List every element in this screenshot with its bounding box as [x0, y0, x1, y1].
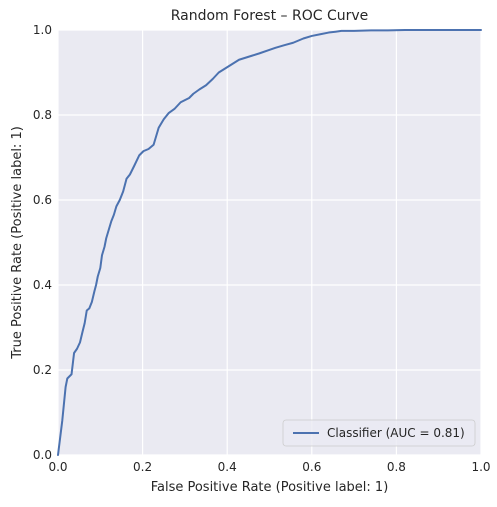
x-tick-label: 0.8 [387, 460, 406, 474]
y-tick-label: 0.0 [33, 448, 52, 462]
y-tick-label: 0.6 [33, 193, 52, 207]
x-tick-label: 0.2 [133, 460, 152, 474]
y-tick-label: 0.8 [33, 108, 52, 122]
x-tick-label: 0.6 [302, 460, 321, 474]
tick-labels: 0.0 0.2 0.4 0.6 0.8 1.0 0.0 0.2 0.4 0.6 0.8 1.0 [33, 23, 491, 474]
series-layer [57, 29, 482, 456]
legend-box [282, 419, 476, 447]
y-tick-label: 0.2 [33, 363, 52, 377]
roc-curve-line [57, 29, 482, 456]
legend: Classifier (AUC = 0.81) [282, 419, 476, 447]
y-tick-label: 1.0 [33, 23, 52, 37]
x-tick-label: 0.4 [218, 460, 237, 474]
x-tick-label: 0.0 [48, 460, 67, 474]
grid-lines [57, 29, 482, 456]
plot-area [58, 30, 481, 455]
y-axis-title: True Positive Rate (Positive label: 1) [10, 126, 25, 360]
x-axis-title: False Positive Rate (Positive label: 1) [151, 480, 389, 495]
legend-label: Classifier (AUC = 0.81) [327, 426, 465, 440]
x-tick-label: 1.0 [471, 460, 490, 474]
y-tick-label: 0.4 [33, 278, 52, 292]
chart-title: Random Forest – ROC Curve [171, 8, 369, 24]
